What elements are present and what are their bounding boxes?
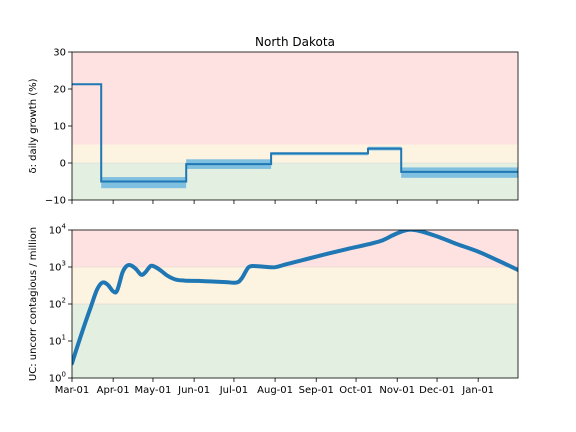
bottom-xtick-label: Sep-01 bbox=[299, 385, 334, 396]
bottom-y-axis-label: UC: uncorr contagious / million bbox=[28, 227, 39, 381]
bottom-ytick-label: 104 bbox=[49, 223, 67, 237]
bottom-xtick-label: Jul-01 bbox=[219, 385, 248, 396]
top-series bbox=[72, 83, 518, 189]
bottom-xtick-label: Jun-01 bbox=[177, 385, 210, 396]
top-step-band-1 bbox=[101, 177, 187, 189]
top-x-ticks bbox=[71, 200, 479, 204]
bottom-y-ticks: 100 101 102 103 104 bbox=[49, 223, 72, 385]
top-step-line bbox=[72, 83, 518, 183]
chart-title: North Dakota bbox=[255, 35, 335, 49]
bottom-x-ticks: Mar-01 Apr-01 May-01 Jun-01 Jul-01 Aug-01 Sep-… bbox=[55, 378, 494, 396]
top-panel: North Dakota −10 0 10 20 30 δ: daily growth … bbox=[28, 35, 519, 207]
bottom-series bbox=[72, 230, 518, 366]
top-band-2 bbox=[72, 52, 518, 145]
top-ytick-label: −10 bbox=[45, 196, 66, 207]
top-ytick-label: 30 bbox=[53, 48, 66, 59]
bottom-xtick-label: Nov-01 bbox=[379, 385, 415, 396]
bottom-xtick-label: Mar-01 bbox=[55, 385, 90, 396]
top-ytick-label: 0 bbox=[60, 159, 66, 170]
bottom-ytick-label: 102 bbox=[49, 297, 66, 311]
bottom-panel: 100 101 102 103 104 Mar-01 Apr-01 May-01 Jun-01… bbox=[28, 223, 519, 396]
bottom-ytick-label: 103 bbox=[49, 260, 66, 274]
bottom-ytick-label: 101 bbox=[49, 334, 66, 348]
bottom-series-line bbox=[72, 230, 518, 366]
top-y-axis-label: δ: daily growth (%) bbox=[28, 78, 39, 173]
bottom-background-bands bbox=[72, 230, 518, 378]
bottom-xtick-label: Aug-01 bbox=[257, 385, 293, 396]
top-y-ticks: −10 0 10 20 30 bbox=[45, 48, 72, 207]
bottom-band-0 bbox=[72, 304, 518, 378]
bottom-xtick-label: Apr-01 bbox=[97, 385, 130, 396]
bottom-xtick-label: May-01 bbox=[135, 385, 172, 396]
bottom-ytick-label: 100 bbox=[49, 371, 66, 385]
top-ytick-label: 20 bbox=[53, 85, 66, 96]
bottom-xtick-label: Dec-01 bbox=[419, 385, 455, 396]
bottom-xtick-label: Jan-01 bbox=[461, 385, 494, 396]
top-ytick-label: 10 bbox=[53, 122, 66, 133]
bottom-xtick-label: Oct-01 bbox=[339, 385, 373, 396]
